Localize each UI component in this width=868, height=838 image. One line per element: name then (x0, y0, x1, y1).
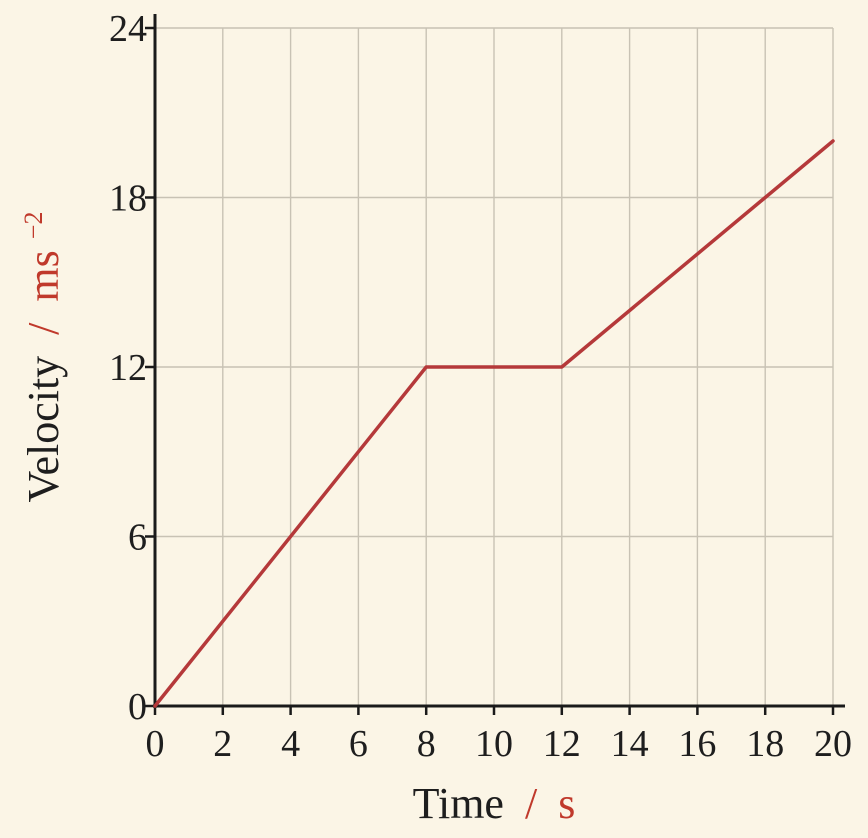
y-axis-label: Velocity (19, 356, 68, 503)
x-tick-label: 6 (349, 723, 368, 765)
x-tick-label: 16 (678, 723, 716, 765)
x-tick-label: 14 (611, 723, 649, 765)
ticks (145, 26, 835, 715)
y-tick-label: 6 (128, 517, 147, 559)
x-tick-label: 0 (146, 723, 165, 765)
x-tick-label: 18 (746, 723, 784, 765)
x-axis-title: Time / s (413, 779, 576, 828)
x-axis-unit: s (558, 779, 575, 828)
velocity-series-line (153, 139, 835, 708)
x-axis-label: Time (413, 779, 504, 828)
y-tick-label: 0 (128, 686, 147, 728)
x-tick-label: 20 (814, 723, 852, 765)
y-tick-label: 12 (109, 347, 147, 389)
y-axis-title: Velocity / ms −2 (19, 212, 68, 503)
y-axis-separator: / (19, 322, 68, 335)
x-tick-label: 2 (213, 723, 232, 765)
y-axis-unit-exponent: −2 (19, 212, 48, 240)
series (153, 139, 835, 708)
x-tick-label: 4 (281, 723, 300, 765)
x-tick-label: 10 (475, 723, 513, 765)
axes (153, 14, 845, 708)
x-tick-label: 12 (543, 723, 581, 765)
y-tick-label: 24 (109, 8, 147, 50)
x-axis-separator: / (525, 779, 538, 828)
y-axis-unit: ms (19, 250, 68, 301)
y-tick-label: 18 (109, 178, 147, 220)
x-tick-label: 8 (417, 723, 436, 765)
